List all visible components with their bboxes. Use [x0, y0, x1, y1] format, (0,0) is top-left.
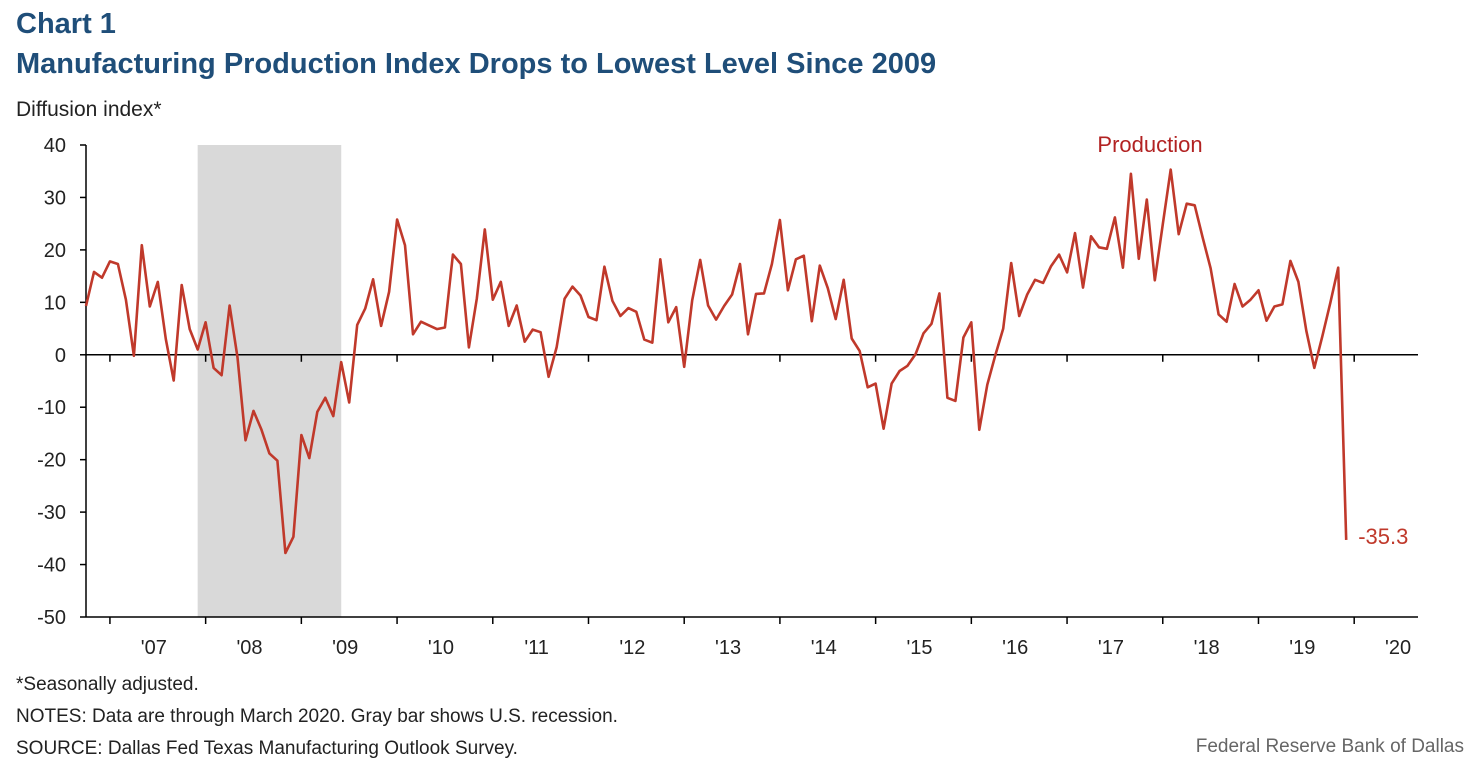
x-axis-ticks: '07 '08 '09 '10 '11 '12 '13 '14 '15 '16 '17 '18 '19 '…: [109, 354, 1411, 659]
x-tick-label: '16: [1002, 637, 1028, 659]
end-value-label: -35.3: [1358, 524, 1408, 549]
x-tick-label: '12: [619, 637, 645, 659]
x-tick-label: '20: [1385, 637, 1411, 659]
x-tick-label: '09: [332, 637, 358, 659]
x-tick-label: '10: [428, 637, 454, 659]
y-tick-label: -50: [37, 607, 66, 629]
recession-band: [197, 145, 342, 617]
footnote: *Seasonally adjusted.: [16, 674, 199, 695]
x-tick-label: '17: [1098, 637, 1124, 659]
x-tick-label: '18: [1194, 637, 1220, 659]
y-tick-label: 0: [55, 345, 66, 367]
y-tick-label: -10: [37, 397, 66, 419]
y-tick-label: 10: [44, 292, 66, 314]
chart-title: Manufacturing Production Index Drops to …: [16, 48, 937, 80]
x-tick-label: '07: [141, 637, 167, 659]
y-tick-label: -30: [37, 502, 66, 524]
y-axis-ticks: 40 30 20 10 0 -10 -20 -30 -40 -50: [37, 135, 86, 629]
notes: NOTES: Data are through March 2020. Gray…: [16, 706, 618, 727]
source: SOURCE: Dallas Fed Texas Manufacturing O…: [16, 738, 518, 759]
credit: Federal Reserve Bank of Dallas: [1195, 736, 1464, 757]
y-tick-label: 30: [44, 187, 66, 209]
y-tick-label: -40: [37, 555, 66, 577]
y-tick-label: 20: [44, 240, 66, 262]
y-tick-label: 40: [44, 135, 66, 157]
series-label-production: Production: [1097, 132, 1202, 157]
x-tick-label: '11: [524, 637, 549, 659]
x-tick-label: '19: [1289, 637, 1315, 659]
series-line-production: [84, 168, 1348, 555]
chart-number: Chart 1: [16, 8, 116, 40]
x-tick-label: '08: [236, 637, 262, 659]
y-tick-label: -20: [37, 450, 66, 472]
x-tick-label: '13: [715, 637, 741, 659]
x-tick-label: '15: [906, 637, 932, 659]
x-tick-label: '14: [811, 637, 837, 659]
y-axis-unit-label: Diffusion index*: [16, 98, 162, 121]
